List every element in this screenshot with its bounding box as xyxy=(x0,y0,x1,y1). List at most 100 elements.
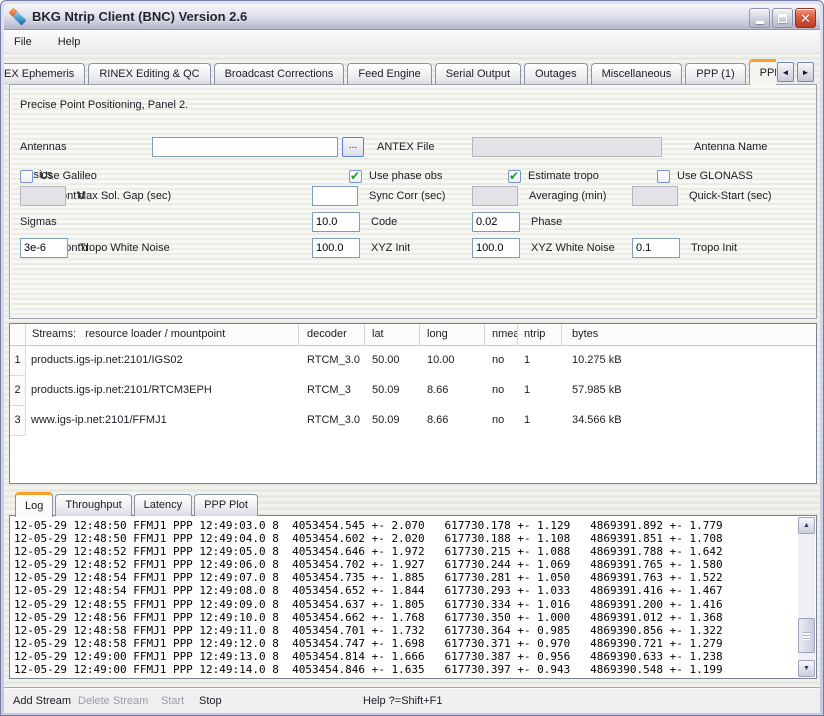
bottom-tab[interactable]: Latency xyxy=(133,494,193,516)
cell-long[interactable]: 8.66 xyxy=(427,384,449,396)
footer-button[interactable]: Delete Stream xyxy=(78,695,149,707)
cell-decoder[interactable]: RTCM_3 xyxy=(307,384,351,396)
cell-bytes[interactable]: 10.275 kB xyxy=(572,354,622,366)
title-bar[interactable]: BKG Ntrip Client (BNC) Version 2.6 ✕ xyxy=(4,4,820,30)
top-tab[interactable]: PPP (2) xyxy=(748,59,776,85)
text-input[interactable] xyxy=(472,238,520,258)
minimize-button[interactable] xyxy=(749,8,770,28)
table-row[interactable]: 3 www.igs-ip.net:2101/FFMJ1 RTCM_3.0 50.… xyxy=(10,406,816,436)
footer-button[interactable]: Stop xyxy=(199,695,222,707)
browse-button[interactable]: ... xyxy=(342,137,364,157)
bottom-tab[interactable]: Log xyxy=(15,492,54,517)
maximize-icon xyxy=(778,13,787,23)
top-tab[interactable]: PPP (1) xyxy=(685,63,746,85)
footer-button[interactable]: Start xyxy=(161,695,185,707)
table-row[interactable]: 2 products.igs-ip.net:2101/RTCM3EPH RTCM… xyxy=(10,376,816,406)
log-line: 12-05-29 12:49:00 FFMJ1 PPP 12:49:13.0 8… xyxy=(14,649,723,663)
cell-ntrip[interactable]: 1 xyxy=(524,414,531,426)
cell-nmea[interactable]: no xyxy=(492,414,505,426)
antenna-name-label: Antenna Name xyxy=(694,141,768,153)
text-input[interactable] xyxy=(312,212,360,232)
menu-help[interactable]: Help xyxy=(57,35,81,48)
checkbox[interactable]: ✔ xyxy=(349,169,362,183)
top-tab[interactable]: Broadcast Corrections xyxy=(213,63,345,85)
cell-mountpoint[interactable]: products.igs-ip.net:2101/RTCM3EPH xyxy=(31,384,212,396)
arrow-up-icon: ▲ xyxy=(803,522,810,529)
bottom-tab[interactable]: Throughput xyxy=(55,494,132,516)
bottom-tab[interactable]: PPP Plot xyxy=(194,494,258,516)
scroll-down-button[interactable]: ▼ xyxy=(798,660,815,677)
checkbox-group[interactable]: ✔ Use Galileo xyxy=(20,166,97,186)
row-number[interactable]: 2 xyxy=(10,376,26,406)
footer-bar: Add Stream Delete Stream Start Stop Help… xyxy=(4,689,820,713)
checkbox[interactable]: ✔ xyxy=(657,169,670,183)
log-scrollbar[interactable]: ▲ ▼ xyxy=(798,517,815,677)
cell-lat[interactable]: 50.00 xyxy=(372,354,400,366)
cell-lat[interactable]: 50.09 xyxy=(372,414,400,426)
cell-bytes[interactable]: 34.566 kB xyxy=(572,414,622,426)
chevron-right-icon: ► xyxy=(801,67,810,77)
cell-bytes[interactable]: 57.985 kB xyxy=(572,384,622,396)
text-input[interactable] xyxy=(472,186,518,206)
checkbox-label: Use GLONASS xyxy=(677,170,753,182)
header-decoder[interactable]: decoder xyxy=(299,324,365,345)
log-line: 12-05-29 12:48:58 FFMJ1 PPP 12:49:12.0 8… xyxy=(14,636,723,650)
header-ntrip[interactable]: ntrip xyxy=(518,324,562,345)
table-row[interactable]: 1 products.igs-ip.net:2101/IGS02 RTCM_3.… xyxy=(10,346,816,376)
text-input[interactable] xyxy=(632,186,678,206)
bottom-tab-bar: Log Throughput Latency PPP Plot xyxy=(9,490,258,517)
log-line: 12-05-29 12:48:54 FFMJ1 PPP 12:49:07.0 8… xyxy=(14,571,723,585)
top-tab[interactable]: EX Ephemeris xyxy=(4,63,86,85)
log-line: 12-05-29 12:48:50 FFMJ1 PPP 12:49:04.0 8… xyxy=(14,532,723,546)
text-input[interactable] xyxy=(632,238,680,258)
cell-ntrip[interactable]: 1 xyxy=(524,384,531,396)
top-tab[interactable]: RINEX Editing & QC xyxy=(88,63,211,85)
cell-long[interactable]: 8.66 xyxy=(427,414,449,426)
field-label: Phase xyxy=(531,216,563,228)
scroll-up-button[interactable]: ▲ xyxy=(798,517,815,534)
tab-scroll-right-button[interactable]: ► xyxy=(797,62,814,82)
cell-decoder[interactable]: RTCM_3.0 xyxy=(307,414,360,426)
check-icon: ✔ xyxy=(509,168,520,183)
checkbox[interactable]: ✔ xyxy=(20,169,33,183)
top-tab[interactable]: Serial Output xyxy=(434,63,521,85)
top-tab[interactable]: Feed Engine xyxy=(347,63,432,85)
close-button[interactable]: ✕ xyxy=(795,8,816,28)
header-long[interactable]: long xyxy=(420,324,485,345)
checkbox-group[interactable]: ✔ Estimate tropo xyxy=(508,166,599,186)
cell-decoder[interactable]: RTCM_3.0 xyxy=(307,354,360,366)
cell-ntrip[interactable]: 1 xyxy=(524,354,531,366)
row-number[interactable]: 3 xyxy=(10,406,26,436)
cell-nmea[interactable]: no xyxy=(492,384,505,396)
text-input[interactable] xyxy=(472,212,520,232)
footer-button[interactable]: Add Stream xyxy=(13,695,72,707)
antex-file-input[interactable] xyxy=(152,137,338,157)
cell-mountpoint[interactable]: www.igs-ip.net:2101/FFMJ1 xyxy=(31,414,167,426)
top-tab[interactable]: Outages xyxy=(524,63,588,85)
checkbox[interactable]: ✔ xyxy=(508,168,521,183)
text-input[interactable] xyxy=(312,186,358,206)
checkbox-group[interactable]: ✔ Use GLONASS xyxy=(657,166,753,186)
cell-long[interactable]: 10.00 xyxy=(427,354,455,366)
sigmas-contd-row: Sigmas cont'd XYZ Init XYZ White Noise T… xyxy=(20,238,810,260)
menu-file[interactable]: File xyxy=(14,35,32,48)
cell-nmea[interactable]: no xyxy=(492,354,505,366)
cell-lat[interactable]: 50.09 xyxy=(372,384,400,396)
antenna-name-input xyxy=(472,137,662,157)
text-input[interactable] xyxy=(312,238,360,258)
text-input[interactable] xyxy=(20,186,66,206)
header-lat[interactable]: lat xyxy=(365,324,420,345)
checkbox-group[interactable]: ✔ Use phase obs xyxy=(349,166,442,186)
text-input[interactable] xyxy=(20,238,68,258)
log-view[interactable]: 12-05-29 12:48:50 FFMJ1 PPP 12:49:03.0 8… xyxy=(9,515,817,679)
row-number[interactable]: 1 xyxy=(10,346,26,376)
header-bytes[interactable]: bytes xyxy=(572,328,599,340)
maximize-button[interactable] xyxy=(772,8,793,28)
scrollbar-thumb[interactable] xyxy=(798,618,815,653)
top-tab[interactable]: Miscellaneous xyxy=(590,63,683,85)
cell-mountpoint[interactable]: products.igs-ip.net:2101/IGS02 xyxy=(31,354,183,366)
header-mountpoint[interactable]: Streams: resource loader / mountpoint xyxy=(26,324,299,345)
tab-scroll-left-button[interactable]: ◄ xyxy=(777,62,794,82)
streams-table-body: 1 products.igs-ip.net:2101/IGS02 RTCM_3.… xyxy=(10,346,816,436)
header-nmea[interactable]: nmea xyxy=(485,324,518,345)
